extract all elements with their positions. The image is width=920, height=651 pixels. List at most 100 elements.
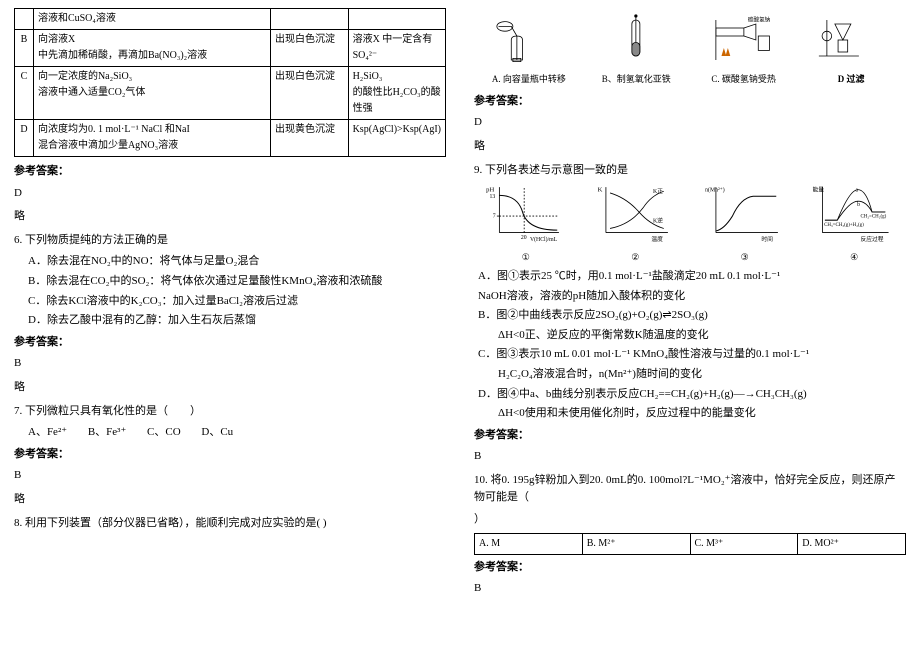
- energy-curve-icon: 能量 a b CH₂=CH₂(g) CH₃=CH₃(g)+H₂(g) 反应过程: [802, 183, 906, 245]
- svg-text:13: 13: [489, 194, 495, 200]
- heating-tube-icon: 碳酸氢钠: [693, 12, 795, 68]
- rowB-op-l2: 中先滴加稀硝酸，再滴加Ba(NO₃)₂溶液: [38, 48, 266, 64]
- q6-B: B．除去混在CO₂中的SO₂：将气体依次通过足量酸性KMnO₄溶液和浓硫酸: [28, 273, 446, 291]
- ans8-lue: 略: [474, 138, 906, 156]
- ref-ans-9: 参考答案：: [474, 427, 906, 445]
- app-B-label: B、制氢氧化亚铁: [585, 72, 687, 86]
- graph-3: n(Mn²⁺) 时间 ③: [693, 183, 797, 264]
- q6-A: A．除去混在NO₂中的NO：将气体与足量O₂混合: [28, 253, 446, 271]
- q6-stem: 6. 下列物质提纯的方法正确的是: [14, 232, 446, 250]
- row0-concl: [348, 9, 445, 30]
- rowB-label: B: [15, 30, 34, 67]
- q9-D2: ΔH<0使用和未使用催化剂时，反应过程中的能量变化: [498, 405, 906, 423]
- test-tube-icon: [585, 12, 687, 68]
- app-C-note: 碳酸氢钠: [748, 16, 771, 24]
- q7-D: D、Cu: [201, 426, 233, 438]
- svg-text:反应过程: 反应过程: [861, 235, 884, 243]
- row0-obs: [271, 9, 349, 30]
- rowD-op: 向浓度均为0. 1 mol·L⁻¹ NaCl 和NaI 混合溶液中滴加少量AgN…: [33, 120, 270, 157]
- svg-text:a: a: [856, 187, 859, 193]
- svg-text:CH₂=CH₂(g): CH₂=CH₂(g): [861, 215, 887, 220]
- ref-ans-8: 参考答案：: [474, 93, 906, 111]
- q10-close: ）: [474, 511, 906, 529]
- svg-text:CH₃=CH₃(g)+H₂(g): CH₃=CH₃(g)+H₂(g): [824, 223, 864, 228]
- rowC-c2: 的酸性比H₂CO₃的酸性强: [353, 85, 441, 117]
- rowD-concl: Ksp(AgCl)>Ksp(AgI): [348, 120, 445, 157]
- k-curve-icon: K K正 K逆 温度: [583, 183, 687, 245]
- q6-C: C．除去KCl溶液中的K₂CO₃：加入过量BaCl₂溶液后过滤: [28, 293, 446, 311]
- q10-stem-text: 10. 将0. 195g锌粉加入到20. 0mL的0. 100mol?L⁻¹MO…: [474, 474, 895, 504]
- svg-text:K: K: [598, 186, 603, 193]
- app-B: B、制氢氧化亚铁: [585, 12, 687, 87]
- q10-table: A. M B. M²⁺ C. M³⁺ D. MO²⁺: [474, 533, 906, 555]
- q7-A: A、Fe²⁺: [28, 426, 67, 438]
- svg-text:K逆: K逆: [653, 217, 663, 225]
- rowD-label: D: [15, 120, 34, 157]
- svg-text:温度: 温度: [652, 235, 664, 243]
- experiment-table: 溶液和CuSO₄溶液 B 向溶液X 中先滴加稀硝酸，再滴加Ba(NO₃)₂溶液 …: [14, 8, 446, 157]
- svg-text:V(HCl)/mL: V(HCl)/mL: [530, 236, 558, 243]
- rowD-obs: 出现黄色沉淀: [271, 120, 349, 157]
- rowC-concl: H₂SiO₃ 的酸性比H₂CO₃的酸性强: [348, 67, 445, 120]
- svg-text:pH: pH: [486, 186, 494, 193]
- ans8: D: [474, 114, 906, 132]
- q10-C: C. M³⁺: [690, 533, 798, 554]
- flask-pour-icon: [478, 12, 580, 68]
- app-C: 碳酸氢钠 C. 碳酸氢钠受热: [693, 12, 795, 87]
- ans6: B: [14, 355, 446, 373]
- rowC-label: C: [15, 67, 34, 120]
- q9-C2: H₂C₂O₄溶液混合时，n(Mn²⁺)随时间的变化: [498, 366, 906, 384]
- rowB-obs: 出现白色沉淀: [271, 30, 349, 67]
- q10-D: D. MO²⁺: [798, 533, 906, 554]
- filter-icon: [800, 12, 902, 68]
- g3-num: ③: [693, 250, 797, 264]
- mn-curve-icon: n(Mn²⁺) 时间: [693, 183, 797, 245]
- ans7-lue: 略: [14, 491, 446, 509]
- q10-B: B. M²⁺: [582, 533, 690, 554]
- ref-ans-6: 参考答案：: [14, 334, 446, 352]
- ans5-lue: 略: [14, 208, 446, 226]
- svg-text:7: 7: [493, 214, 496, 220]
- rowC-op-l2: 溶液中通入适量CO₂气体: [38, 85, 266, 101]
- g1-num: ①: [474, 250, 578, 264]
- q9-B1: B．图②中曲线表示反应2SO₂(g)+O₂(g)⇌2SO₃(g): [478, 307, 906, 325]
- rowD-op-l1: 向浓度均为0. 1 mol·L⁻¹ NaCl 和NaI: [38, 122, 266, 138]
- q7-C: C、CO: [147, 426, 181, 438]
- q6-D: D．除去乙酸中混有的乙醇：加入生石灰后蒸馏: [28, 312, 446, 330]
- rowC-obs: 出现白色沉淀: [271, 67, 349, 120]
- svg-text:n(Mn²⁺): n(Mn²⁺): [705, 186, 725, 193]
- g4-num: ④: [802, 250, 906, 264]
- q8-stem: 8. 利用下列装置（部分仪器已省略），能顺利完成对应实验的是( ): [14, 515, 446, 533]
- ref-ans-7: 参考答案：: [14, 446, 446, 464]
- rowB-op: 向溶液X 中先滴加稀硝酸，再滴加Ba(NO₃)₂溶液: [33, 30, 270, 67]
- q9-B2: ΔH<0正、逆反应的平衡常数K随温度的变化: [498, 327, 906, 345]
- rowC-op-l1: 向一定浓度的Na₂SiO₃: [38, 69, 266, 85]
- app-C-label: C. 碳酸氢钠受热: [693, 72, 795, 86]
- rowD-op-l2: 混合溶液中滴加少量AgNO₃溶液: [38, 138, 266, 154]
- row0-label: [15, 9, 34, 30]
- g2-num: ②: [583, 250, 687, 264]
- app-A: A. 向容量瓶中转移: [478, 12, 580, 87]
- ans10: B: [474, 580, 906, 598]
- ref-ans-5: 参考答案：: [14, 163, 446, 181]
- rowC-c1: H₂SiO₃: [353, 69, 441, 85]
- q9-C1: C．图③表示10 mL 0.01 mol·L⁻¹ KMnO₄酸性溶液与过量的0.…: [478, 346, 906, 364]
- q10-A: A. M: [475, 533, 583, 554]
- svg-text:b: b: [857, 202, 860, 208]
- graph-1: pH 13 7 20 V(HCl)/mL ①: [474, 183, 578, 264]
- q10-stem: 10. 将0. 195g锌粉加入到20. 0mL的0. 100mol?L⁻¹MO…: [474, 472, 906, 507]
- row0-op: 溶液和CuSO₄溶液: [33, 9, 270, 30]
- svg-text:K正: K正: [653, 188, 663, 195]
- apparatus-row: A. 向容量瓶中转移 B、制氢氧化亚铁 碳酸氢钠 C. 碳酸氢钠受热: [474, 12, 906, 87]
- graph-4: 能量 a b CH₂=CH₂(g) CH₃=CH₃(g)+H₂(g) 反应过程 …: [802, 183, 906, 264]
- svg-text:时间: 时间: [761, 235, 773, 243]
- q9-D1: D．图④中a、b曲线分别表示反应CH₂==CH₂(g)+H₂(g)―→CH₃CH…: [478, 386, 906, 404]
- q9-A1: A．图①表示25 ℃时，用0.1 mol·L⁻¹盐酸滴定20 mL 0.1 mo…: [478, 268, 906, 286]
- q7-stem: 7. 下列微粒只具有氧化性的是（ ）: [14, 403, 446, 421]
- ans6-lue: 略: [14, 379, 446, 397]
- ref-ans-10: 参考答案：: [474, 559, 906, 577]
- ans7: B: [14, 467, 446, 485]
- graph-row: pH 13 7 20 V(HCl)/mL ① K K正 K逆 温度: [474, 183, 906, 264]
- svg-text:20: 20: [521, 235, 527, 241]
- app-A-label: A. 向容量瓶中转移: [478, 72, 580, 86]
